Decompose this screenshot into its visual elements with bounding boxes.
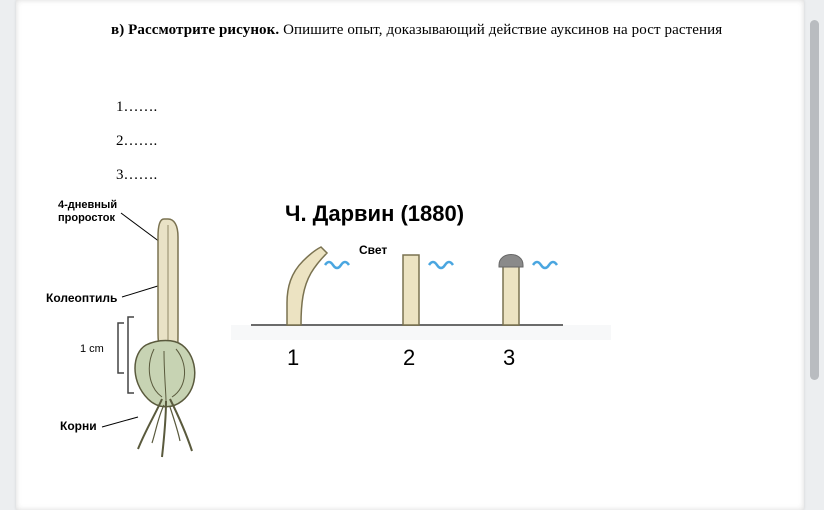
num-1: 1 [287,345,299,371]
answer-lines: 1……. 2……. 3……. [116,90,157,192]
task-bold: Рассмотрите рисунок. [128,22,279,38]
seedling-diagram: 4-дневный проросток Колеоптиль 1 cm Корн… [46,195,236,475]
label-1cm: 1 cm [80,343,104,355]
label-coleoptile: Колеоптиль [46,291,117,305]
darwin-svg [231,195,611,340]
answer-line-1: 1……. [116,90,157,124]
answer-line-2: 2……. [116,124,157,158]
seedling-svg [46,195,236,475]
label-roots: Корни [60,419,97,433]
num-3: 3 [503,345,515,371]
task-rest: Опишите опыт, доказывающий действие аукс… [283,22,722,38]
document-page: в) Рассмотрите рисунок. Опишите опыт, до… [16,0,804,510]
task-text: в) Рассмотрите рисунок. Опишите опыт, до… [111,22,722,39]
num-2: 2 [403,345,415,371]
task-prefix: в) [111,22,124,38]
viewport: в) Рассмотрите рисунок. Опишите опыт, до… [0,0,824,510]
vertical-scrollbar[interactable] [810,20,819,380]
answer-line-3: 3……. [116,158,157,192]
label-4day: 4-дневный проросток [58,199,117,225]
darwin-experiment: Ч. Дарвин (1880) Свет 1 [231,195,611,395]
